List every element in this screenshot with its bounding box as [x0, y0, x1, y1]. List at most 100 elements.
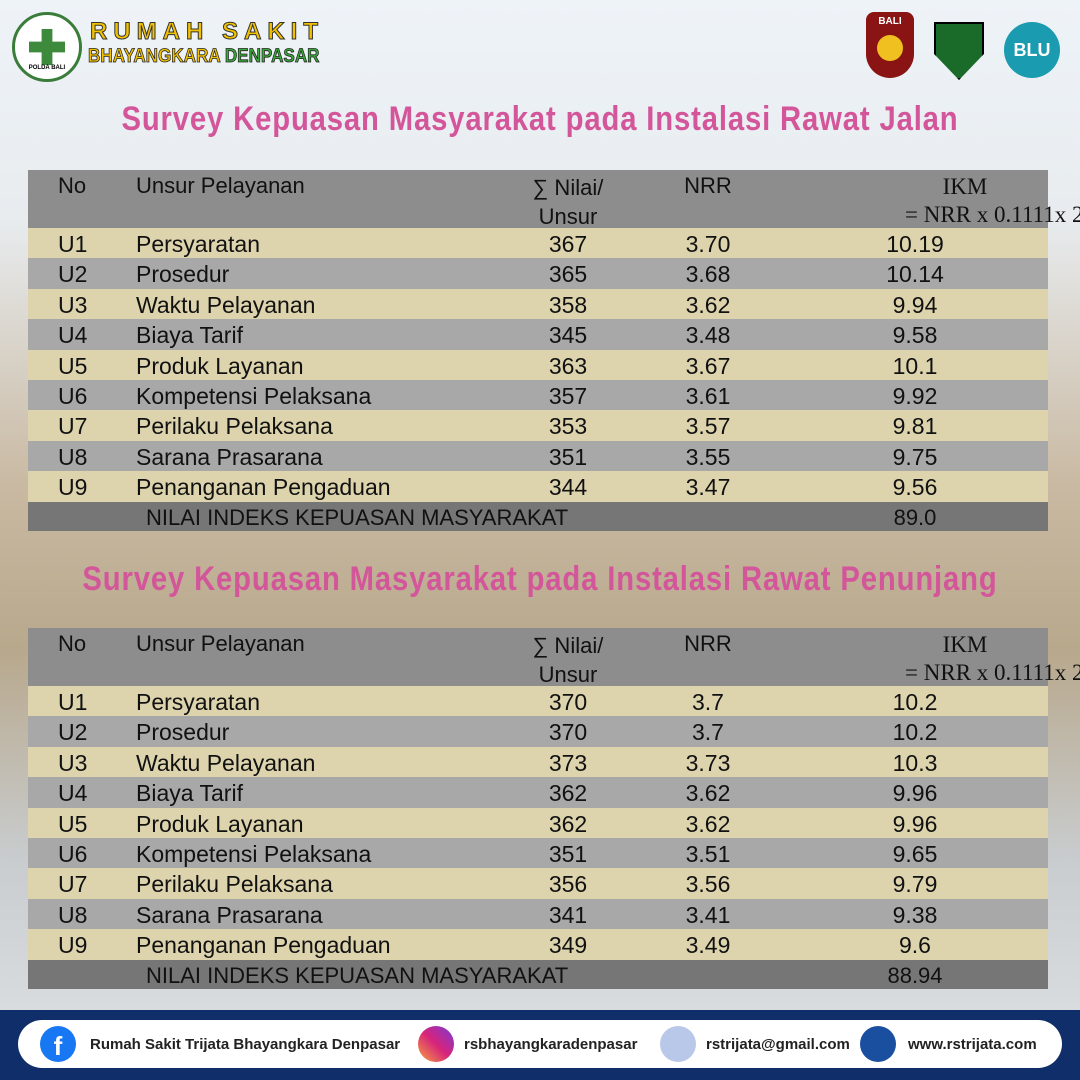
- table-cell: 3.70: [685, 231, 731, 257]
- table-cell: Perilaku Pelaksana: [136, 413, 333, 440]
- table-cell: U6: [58, 840, 88, 867]
- table-cell: Prosedur: [136, 719, 230, 746]
- table-cell: 370: [548, 689, 588, 715]
- table-cell: 362: [548, 810, 588, 837]
- table-cell: Waktu Pelayanan: [136, 291, 316, 318]
- table-cell: U3: [58, 749, 88, 776]
- table-row: U1 Persyaratan 370 3.7 10.2: [28, 686, 1048, 717]
- table-row: U2 Prosedur 370 3.7 10.2: [28, 716, 1048, 747]
- header-cell: NRR: [684, 631, 732, 656]
- badge-text: BALI: [878, 16, 902, 27]
- header-line: = NRR x 0.1111x 25: [905, 202, 1080, 227]
- medical-logo: [934, 22, 984, 80]
- header-row: No Unsur Pelayanan ∑ Nilai/Unsur NRR IKM = NR…: [28, 170, 1080, 231]
- table-row: U2 Prosedur 365 3.68 10.14: [28, 258, 1048, 289]
- table-cell: 341: [548, 901, 588, 928]
- table-row: U6 Kompetensi Pelaksana 351 3.51 9.65: [28, 837, 1048, 869]
- email-icon: [660, 1026, 696, 1062]
- table-cell: Kompetensi Pelaksana: [136, 840, 372, 867]
- table-row: U6 Kompetensi Pelaksana 357 3.61 9.92: [28, 379, 1048, 411]
- table-row: U8 Sarana Prasarana 351 3.55 9.75: [28, 440, 1048, 472]
- instagram-icon: [418, 1026, 454, 1062]
- table-cell: U9: [58, 474, 88, 501]
- table-cell: 3.47: [685, 474, 731, 501]
- table-cell: U5: [58, 352, 88, 379]
- email-text: rstrijata@gmail.com: [706, 1036, 850, 1053]
- table-cell: Prosedur: [136, 261, 230, 288]
- table-cell: Persyaratan: [136, 231, 261, 257]
- header-cell: Unsur Pelayanan: [136, 173, 305, 198]
- table-cell: 9.6: [899, 932, 931, 959]
- table-cell: U7: [58, 413, 88, 440]
- table-cell: U3: [58, 291, 88, 318]
- table-row: U9 Penanganan Pengaduan 344 3.47 9.56: [28, 471, 1048, 502]
- cross-icon: [29, 29, 65, 65]
- table-cell: Sarana Prasarana: [136, 901, 323, 928]
- table-cell: 9.65: [892, 840, 938, 867]
- total-value: 89.0: [893, 504, 937, 530]
- table-cell: 357: [548, 382, 588, 409]
- table-title: Survey Kepuasan Masyarakat pada Instalas…: [121, 100, 959, 138]
- table-cell: 358: [548, 291, 588, 318]
- table-cell: 9.96: [892, 780, 938, 807]
- table-cell: Penanganan Pengaduan: [136, 932, 391, 959]
- header-cell: IKM = NRR x 0.1111x 25: [815, 173, 1080, 229]
- table-row: U5 Produk Layanan 362 3.62 9.96: [28, 807, 1048, 838]
- header-line: ∑ Nilai/: [532, 633, 604, 658]
- header-cell: ∑ Nilai/Unsur: [468, 173, 668, 231]
- table-cell: Persyaratan: [136, 689, 261, 715]
- table-cell: U4: [58, 780, 88, 807]
- total-row: NILAI INDEKS KEPUASAN MASYARAKAT 88.94: [28, 959, 1048, 989]
- table-cell: 351: [548, 840, 588, 867]
- table-cell: 351: [548, 443, 588, 470]
- table-row: U1 Persyaratan 367 3.70 10.19: [28, 228, 1048, 259]
- name-part: BHAYANGKARA: [88, 46, 221, 68]
- table-cell: 367: [548, 231, 588, 257]
- table-cell: 9.79: [892, 871, 938, 898]
- table-cell: Kompetensi Pelaksana: [136, 382, 372, 409]
- table-cell: 3.68: [685, 261, 731, 288]
- table-cell: U4: [58, 322, 88, 349]
- header-row: No Unsur Pelayanan ∑ Nilai/Unsur NRR IKM = NR…: [28, 628, 1080, 689]
- table-cell: 3.57: [685, 413, 731, 440]
- table-cell: 9.58: [892, 322, 938, 349]
- table-cell: 9.38: [892, 901, 938, 928]
- table-row: U3 Waktu Pelayanan 373 3.73 10.3: [28, 746, 1048, 778]
- table-cell: 365: [548, 261, 588, 288]
- header-line: IKM: [942, 632, 988, 657]
- header-line: ∑ Nilai/: [532, 175, 604, 200]
- table-row: U3 Waktu Pelayanan 358 3.62 9.94: [28, 288, 1048, 320]
- web-icon: [860, 1026, 896, 1062]
- table-cell: 3.48: [685, 322, 731, 349]
- police-badge: BALI: [866, 12, 914, 78]
- table-cell: 3.67: [685, 352, 731, 379]
- table-cell: U6: [58, 382, 88, 409]
- table-row: U5 Produk Layanan 363 3.67 10.1: [28, 349, 1048, 380]
- table-cell: 10.14: [886, 261, 944, 288]
- table-row: U7 Perilaku Pelaksana 356 3.56 9.79: [28, 868, 1048, 899]
- table-cell: Biaya Tarif: [136, 780, 243, 807]
- table-row: U9 Penanganan Pengaduan 349 3.49 9.6: [28, 929, 1048, 960]
- hospital-name: BHAYANGKARA DENPASAR: [88, 46, 320, 68]
- table-cell: 353: [548, 413, 588, 440]
- table-cell: Biaya Tarif: [136, 322, 243, 349]
- table-cell: Produk Layanan: [136, 810, 304, 837]
- table-cell: 9.94: [892, 291, 938, 318]
- table-cell: 3.41: [685, 901, 731, 928]
- header-line: IKM: [942, 174, 988, 199]
- header-cell: ∑ Nilai/Unsur: [468, 631, 668, 689]
- table-cell: Waktu Pelayanan: [136, 749, 316, 776]
- table-cell: 3.7: [692, 719, 724, 746]
- table-cell: 345: [548, 322, 588, 349]
- table-title: Survey Kepuasan Masyarakat pada Instalas…: [82, 560, 998, 598]
- table-row: U4 Biaya Tarif 345 3.48 9.58: [28, 319, 1048, 350]
- table-cell: 10.2: [892, 689, 938, 715]
- table-cell: U2: [58, 261, 88, 288]
- table-cell: 3.62: [685, 780, 731, 807]
- table-cell: 3.55: [685, 443, 731, 470]
- logo-text: POLDA BALI: [28, 65, 66, 71]
- table-cell: 3.51: [685, 840, 731, 867]
- table-cell: 3.7: [692, 689, 724, 715]
- table-cell: 10.2: [892, 719, 938, 746]
- facebook-icon: f: [40, 1026, 76, 1062]
